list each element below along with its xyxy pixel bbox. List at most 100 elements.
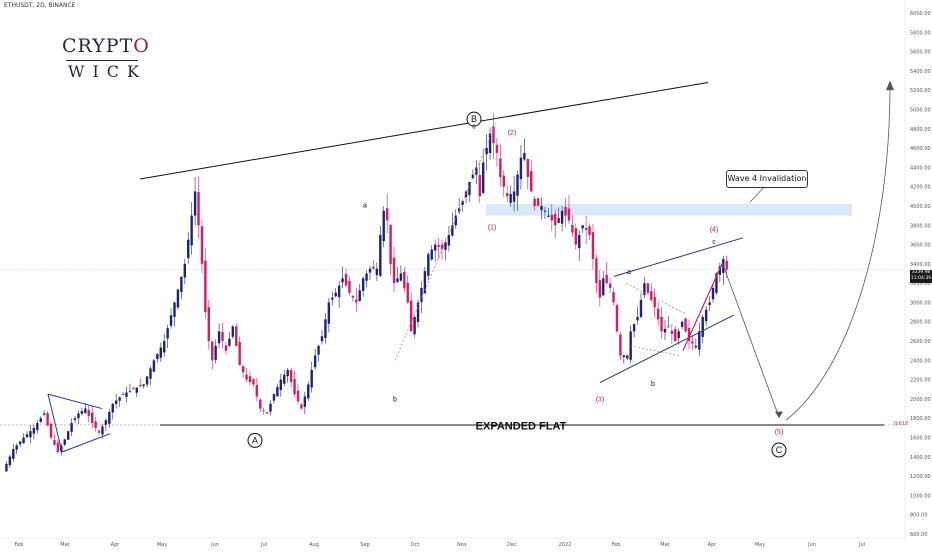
candle-body xyxy=(653,296,656,308)
candle-body xyxy=(279,379,283,391)
candle-body xyxy=(358,290,361,302)
candle-body xyxy=(149,368,152,379)
candle-body xyxy=(231,326,235,337)
y-tick-label: 3400.00 xyxy=(910,262,931,268)
candle-body xyxy=(557,218,560,223)
candle-body xyxy=(145,376,149,385)
candle-body xyxy=(310,369,313,388)
candle-body xyxy=(104,420,108,425)
candle-body xyxy=(396,278,399,283)
candle-body xyxy=(626,355,629,359)
candle-body xyxy=(540,205,543,211)
y-tick-label: 4000.00 xyxy=(910,204,931,210)
x-tick-label: May xyxy=(755,542,765,548)
candle-body xyxy=(183,263,186,278)
candle-body xyxy=(639,300,643,317)
candle-body xyxy=(238,341,241,366)
candle-body xyxy=(331,297,334,300)
y-tick-label: 4200.00 xyxy=(910,185,931,191)
x-tick-label: Dec xyxy=(507,542,517,548)
candle-body xyxy=(502,175,505,187)
candle-body xyxy=(276,386,279,397)
candle-body xyxy=(235,326,238,346)
candle-body xyxy=(423,271,427,294)
y-tick-label: 3800.00 xyxy=(910,223,931,229)
candle-body xyxy=(608,283,612,288)
candle-body xyxy=(217,331,221,344)
candle-body xyxy=(176,289,180,308)
candle-body xyxy=(578,234,581,249)
candle-body xyxy=(519,157,523,180)
expanded-flat-label: EXPANDED FLAT xyxy=(476,420,567,432)
candle-body xyxy=(15,445,18,450)
candle-body xyxy=(488,133,492,154)
candle-body xyxy=(94,421,97,428)
x-tick-label: Nov xyxy=(457,542,467,548)
candle-body xyxy=(670,330,674,334)
candle-body xyxy=(66,431,70,440)
invalidation-zone xyxy=(486,204,852,216)
candle-body xyxy=(701,316,704,337)
y-tick-label: 1400.00 xyxy=(910,455,931,461)
candle-body xyxy=(70,423,73,432)
y-tick-label: 5800.00 xyxy=(910,30,931,36)
candle-body xyxy=(591,232,595,260)
y-tick-label: 2000.00 xyxy=(910,397,931,403)
candle-body xyxy=(224,345,228,351)
b-resistance-line xyxy=(139,81,709,180)
candle-body xyxy=(372,266,375,269)
candle-body xyxy=(293,378,296,395)
symbol-header: ETHUSDT, 2D, BINANCE xyxy=(4,2,76,9)
candle-body xyxy=(156,353,159,360)
projection-down-arrowhead xyxy=(775,411,783,419)
candle-body xyxy=(187,239,190,259)
crypto-wick-logo: CRYPTO WICK xyxy=(62,36,149,81)
candle-body xyxy=(114,400,118,405)
logo-rule xyxy=(66,60,138,61)
triangle-lower-line xyxy=(61,433,111,453)
candle-body xyxy=(691,341,694,344)
candle-body xyxy=(588,226,591,235)
candle-body xyxy=(440,244,444,250)
candle-body xyxy=(667,326,670,328)
candle-body xyxy=(200,226,204,264)
candle-body xyxy=(506,193,509,197)
wave-label: b xyxy=(651,381,655,388)
candle-body xyxy=(320,336,324,342)
candle-body xyxy=(272,394,276,401)
candle-body xyxy=(598,280,602,298)
candle-body xyxy=(399,273,403,281)
y-tick-label: 2800.00 xyxy=(910,320,931,326)
candle-body xyxy=(605,274,608,284)
y-tick-label: 2200.00 xyxy=(910,378,931,384)
candle-body xyxy=(207,307,210,342)
candle-body xyxy=(725,260,728,270)
candle-body xyxy=(159,347,162,358)
candle-body xyxy=(324,319,327,339)
candle-body xyxy=(632,324,636,332)
candle-body xyxy=(451,225,454,236)
callout-pointer xyxy=(749,185,766,203)
candle-body xyxy=(337,285,341,298)
candle-body xyxy=(643,283,646,295)
y-tick-label: 5000.00 xyxy=(910,107,931,113)
x-tick-label: Feb xyxy=(612,542,621,548)
candle-body xyxy=(327,302,331,324)
candle-body xyxy=(482,162,485,193)
candle-body xyxy=(334,292,337,297)
candle-body xyxy=(416,302,420,323)
candle-body xyxy=(12,449,15,459)
last-price-timer: 11:04:39 xyxy=(910,276,932,281)
candle-body xyxy=(656,308,660,320)
x-tick-label: Apr xyxy=(111,542,121,548)
candle-body xyxy=(125,392,128,397)
candle-body xyxy=(368,268,372,273)
candle-body xyxy=(197,192,200,226)
wave-c-red-line xyxy=(682,263,723,351)
candle-body xyxy=(475,167,478,175)
candle-body xyxy=(454,215,457,226)
candle-body xyxy=(533,198,536,206)
candle-body xyxy=(166,328,169,339)
